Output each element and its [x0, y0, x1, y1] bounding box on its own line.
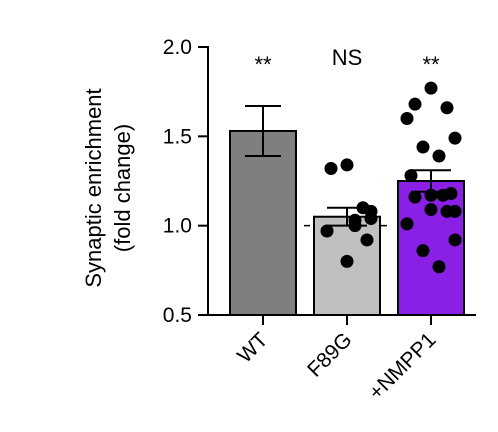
x-category-label: WT: [233, 328, 272, 367]
x-category-label: F89G: [303, 328, 356, 381]
y-axis-label-line: Synaptic enrichment: [81, 88, 106, 287]
data-point: [432, 149, 446, 163]
y-tick-label: 0.5: [163, 304, 192, 327]
y-axis-label-line: (fold change): [110, 124, 135, 252]
data-point: [364, 212, 378, 226]
significance-label: **: [422, 52, 440, 77]
data-point: [416, 244, 430, 258]
significance-label: NS: [332, 45, 363, 70]
bar-wt: [229, 129, 297, 316]
data-point: [408, 190, 422, 204]
data-point: [400, 217, 414, 231]
data-point: [400, 111, 414, 125]
x-category-label: +NMPP1: [364, 328, 440, 404]
data-point: [424, 203, 438, 217]
data-point: [448, 233, 462, 247]
data-point: [324, 161, 338, 175]
data-points: [320, 81, 462, 274]
data-point: [440, 101, 454, 115]
y-tick-label: 2.0: [163, 36, 192, 59]
data-point: [320, 224, 334, 238]
data-point: [360, 233, 374, 247]
data-point: [436, 188, 450, 202]
data-point: [340, 158, 354, 172]
data-point: [448, 204, 462, 218]
y-axis: 0.5 1.0 1.5 2.0: [163, 36, 209, 327]
significance-label: **: [254, 52, 272, 77]
data-point: [348, 219, 362, 233]
data-point: [404, 169, 418, 183]
data-point: [340, 254, 354, 268]
data-point: [416, 140, 430, 154]
y-tick-label: 1.0: [163, 215, 192, 238]
y-axis-label: Synaptic enrichment (fold change): [81, 88, 135, 287]
y-tick-label: 1.5: [163, 125, 192, 148]
data-point: [432, 260, 446, 274]
significance-labels: ** NS **: [254, 45, 440, 77]
data-point: [408, 97, 422, 111]
data-point: [424, 188, 438, 202]
data-point: [424, 81, 438, 95]
data-point: [448, 131, 462, 145]
x-axis: WT F89G +NMPP1: [207, 314, 476, 404]
